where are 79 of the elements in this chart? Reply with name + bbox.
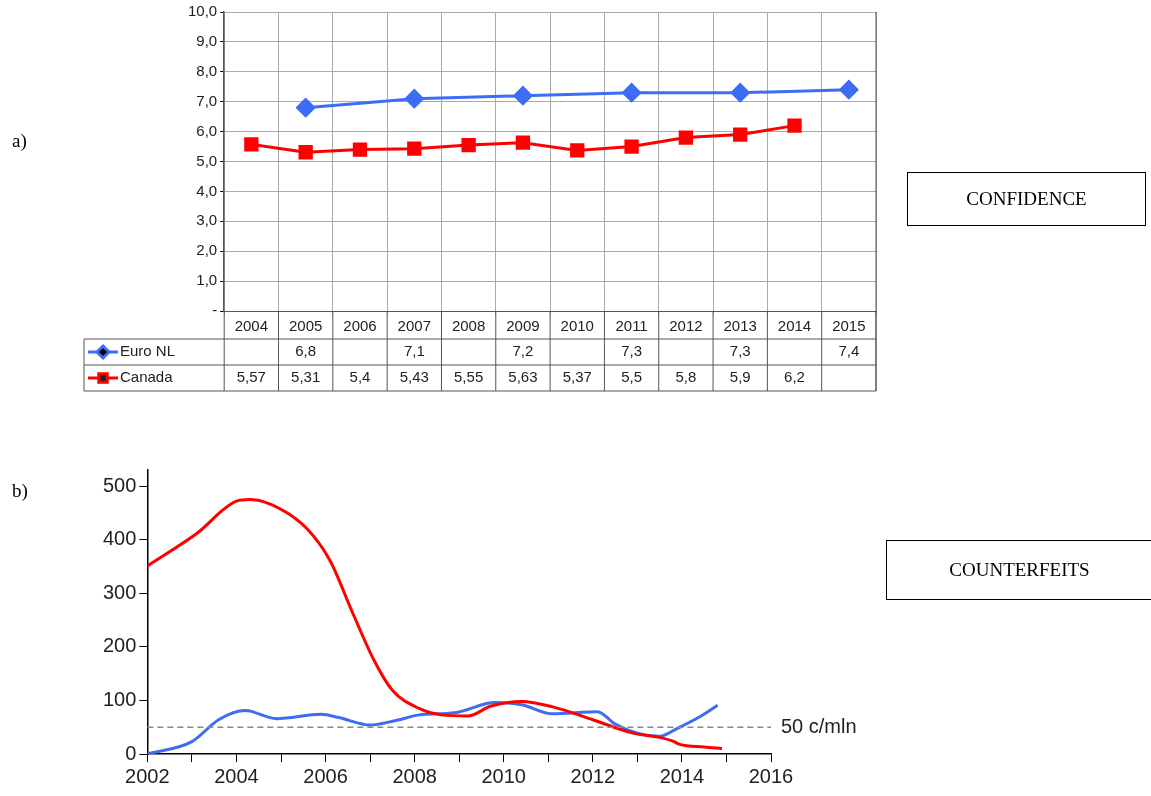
text: a) (12, 130, 27, 152)
point (407, 141, 422, 156)
data-label: 7,1 (403, 342, 425, 360)
y-tick-label: 1,0 (196, 271, 218, 289)
point (624, 139, 639, 154)
y-tick-label: 5,0 (196, 151, 218, 169)
x-tick-label: 2016 (748, 764, 794, 787)
x-tick-label: 2010 (481, 764, 526, 787)
data-label: 5,8 (675, 368, 697, 386)
data-label: 5,9 (729, 368, 751, 386)
y-tick-label: 400 (102, 527, 137, 550)
point (296, 98, 316, 118)
x-tick-label: 2002 (125, 764, 170, 787)
y-tick-label: 500 (102, 473, 137, 496)
x-tick-label: 2006 (343, 317, 377, 335)
point (839, 80, 859, 100)
data-label: 5,63 (508, 368, 538, 386)
data-label: 5,57 (236, 368, 266, 386)
x-tick-label: 2008 (451, 317, 486, 335)
x-tick-label: 2014 (659, 764, 705, 787)
x-tick-label: 2004 (234, 317, 269, 335)
x-tick-label: 2005 (288, 317, 323, 335)
data-label: 5,37 (562, 368, 592, 386)
point (298, 145, 313, 160)
x-tick-label: 2008 (392, 764, 437, 787)
data-label: 5,4 (349, 368, 371, 386)
ref-line-label: 50 c/mln (781, 714, 857, 737)
x-tick-label: 2014 (777, 317, 812, 335)
point (404, 89, 424, 109)
x-tick-label: 2013 (723, 317, 757, 335)
data-label: 5,43 (399, 368, 429, 386)
x-tick-label: 2009 (506, 317, 540, 335)
text: COUNTERFEITS (886, 540, 1151, 600)
y-tick-label: 7,0 (196, 91, 218, 109)
data-label: 5,5 (621, 368, 642, 386)
data-label: 7,2 (512, 342, 534, 360)
point (570, 143, 585, 158)
point (787, 118, 802, 133)
text: CONFIDENCE (907, 172, 1146, 226)
data-label: 7,3 (621, 342, 642, 360)
point (622, 83, 642, 103)
x-tick-label: 2007 (397, 317, 431, 335)
x-tick-label: 2011 (615, 317, 648, 335)
y-tick-label: 9,0 (196, 32, 218, 50)
line-series (147, 497, 724, 751)
data-label: 7,4 (838, 342, 860, 360)
x-tick-label: 2010 (560, 317, 594, 335)
data-label: 6,8 (295, 342, 317, 360)
point (352, 142, 368, 157)
x-tick-label: 2006 (303, 764, 348, 787)
point (461, 137, 476, 153)
point (515, 135, 531, 150)
point (244, 137, 259, 152)
y-tick-label: 200 (102, 634, 137, 657)
x-tick-label: 2004 (214, 764, 259, 787)
y-tick-label: 0 (125, 741, 137, 764)
data-label: 7,3 (729, 342, 751, 360)
y-tick-label: 100 (102, 687, 137, 710)
point (513, 86, 533, 106)
y-tick-label: - (212, 301, 218, 319)
point (730, 83, 750, 103)
y-tick-label: 8,0 (196, 61, 218, 79)
legend-label: Canada (120, 368, 174, 386)
y-tick-label: 10,0 (187, 2, 218, 20)
legend-label: Euro NL (120, 342, 176, 360)
y-tick-label: 6,0 (196, 121, 218, 139)
x-tick-label: 2015 (832, 317, 866, 335)
data-label: 6,2 (784, 368, 805, 386)
text: b) (12, 480, 28, 502)
data-label: 5,55 (454, 368, 484, 386)
x-tick-label: 2012 (570, 764, 616, 787)
point (733, 127, 748, 142)
x-tick-label: 2012 (669, 317, 703, 335)
y-tick-label: 3,0 (196, 211, 218, 229)
data-label: 5,31 (291, 368, 321, 386)
y-tick-label: 300 (102, 580, 137, 603)
y-tick-label: 4,0 (196, 181, 218, 199)
point (678, 130, 694, 145)
y-tick-label: 2,0 (196, 241, 218, 259)
